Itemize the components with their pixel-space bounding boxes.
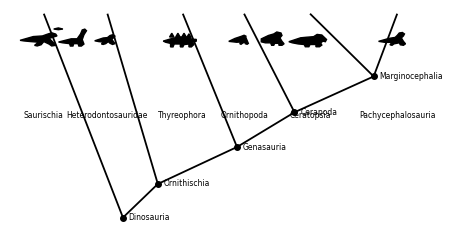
Polygon shape: [176, 33, 180, 37]
Polygon shape: [229, 35, 248, 44]
Text: Ornithopoda: Ornithopoda: [220, 111, 268, 120]
Polygon shape: [261, 32, 284, 45]
Text: Dinosauria: Dinosauria: [128, 213, 170, 222]
Polygon shape: [170, 33, 174, 37]
Text: Ceratopsia: Ceratopsia: [289, 111, 331, 120]
Text: Thyreophora: Thyreophora: [158, 111, 207, 120]
Polygon shape: [182, 33, 186, 37]
Text: Heterodontosauridae: Heterodontosauridae: [67, 111, 148, 120]
Polygon shape: [187, 34, 191, 38]
Text: Genasauria: Genasauria: [243, 143, 287, 152]
Polygon shape: [54, 28, 63, 30]
Polygon shape: [289, 35, 327, 47]
Polygon shape: [95, 35, 115, 45]
Text: Marginocephalia: Marginocephalia: [379, 72, 443, 81]
Text: Saurischia: Saurischia: [24, 111, 64, 120]
Polygon shape: [163, 37, 196, 47]
Text: Ornithischia: Ornithischia: [164, 179, 210, 188]
Polygon shape: [20, 33, 57, 46]
Polygon shape: [58, 29, 86, 46]
Polygon shape: [379, 32, 406, 45]
Text: Pachycephalosauria: Pachycephalosauria: [359, 111, 436, 120]
Text: Cerapoda: Cerapoda: [300, 108, 337, 117]
